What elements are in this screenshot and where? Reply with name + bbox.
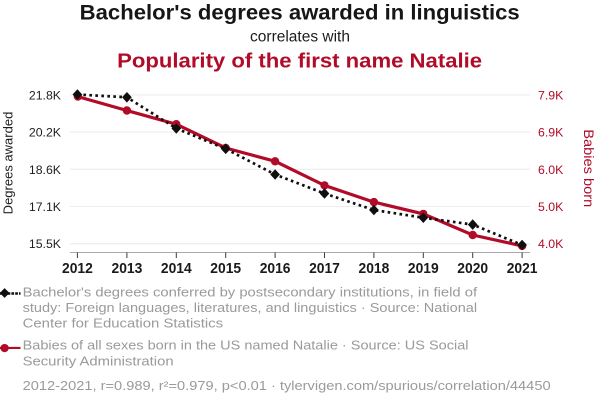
svg-text:2018: 2018: [359, 260, 390, 277]
svg-text:18.6K: 18.6K: [29, 163, 62, 177]
svg-text:2014: 2014: [161, 260, 192, 277]
svg-text:5.0K: 5.0K: [538, 200, 564, 214]
svg-text:17.1K: 17.1K: [29, 200, 62, 214]
svg-text:Security Administration: Security Administration: [23, 354, 174, 369]
svg-text:2017: 2017: [309, 260, 340, 277]
svg-text:correlates with: correlates with: [250, 29, 350, 46]
svg-text:Degrees awarded: Degrees awarded: [1, 112, 16, 215]
svg-text:2015: 2015: [210, 260, 241, 277]
svg-text:Center for Education Statistic: Center for Education Statistics: [23, 316, 224, 331]
svg-text:Babies of all sexes born in th: Babies of all sexes born in the US named…: [23, 337, 469, 352]
svg-text:2013: 2013: [112, 260, 143, 277]
svg-text:study: Foreign languages, lite: study: Foreign languages, literatures, a…: [23, 300, 478, 315]
svg-text:2020: 2020: [457, 260, 488, 277]
svg-text:Bachelor's degrees conferred b: Bachelor's degrees conferred by postseco…: [23, 284, 478, 299]
svg-text:Popularity of the first name N: Popularity of the first name Natalie: [117, 50, 482, 72]
svg-text:15.5K: 15.5K: [29, 237, 62, 251]
svg-text:2019: 2019: [408, 260, 439, 277]
svg-text:21.8K: 21.8K: [29, 88, 62, 102]
svg-text:2012-2021, r=0.989, r²=0.979,: 2012-2021, r=0.989, r²=0.979, p<0.01 · t…: [23, 378, 551, 393]
svg-text:2021: 2021: [507, 260, 538, 277]
svg-text:Babies born: Babies born: [581, 129, 596, 207]
svg-text:6.0K: 6.0K: [538, 163, 564, 177]
svg-text:2012: 2012: [62, 260, 93, 277]
svg-text:20.2K: 20.2K: [29, 126, 62, 140]
svg-text:7.9K: 7.9K: [538, 88, 564, 102]
svg-text:4.0K: 4.0K: [538, 237, 564, 251]
svg-text:Bachelor's degrees awarded in: Bachelor's degrees awarded in linguistic…: [80, 2, 520, 25]
svg-text:2016: 2016: [260, 260, 291, 277]
svg-text:6.9K: 6.9K: [538, 126, 564, 140]
